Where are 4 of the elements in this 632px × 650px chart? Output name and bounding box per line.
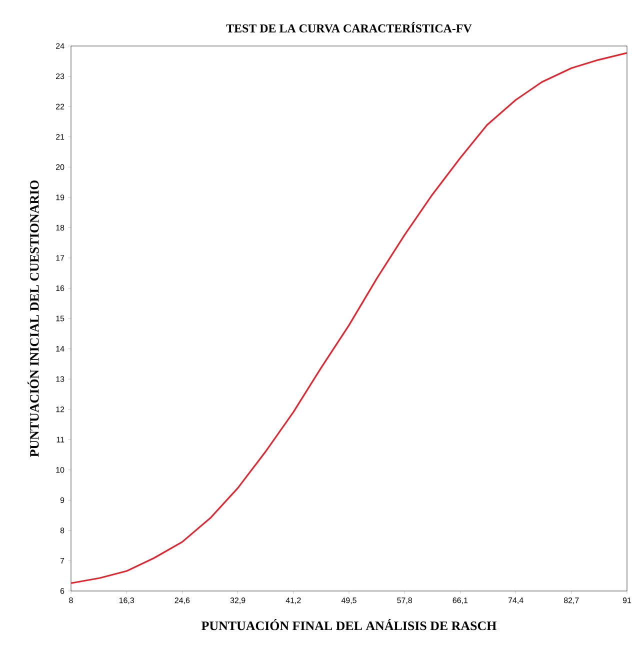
y-axis-title: PUNTUACIÓN INICIAL DEL CUESTIONARIO: [28, 180, 39, 457]
line-series: [71, 52, 627, 584]
x-axis-title: PUNTUACIÓN FINAL DEL ANÁLISIS DE RASCH: [202, 618, 496, 630]
chart-title: TEST DE LA CURVA CARACTERÍSTICA-FV: [226, 22, 472, 33]
